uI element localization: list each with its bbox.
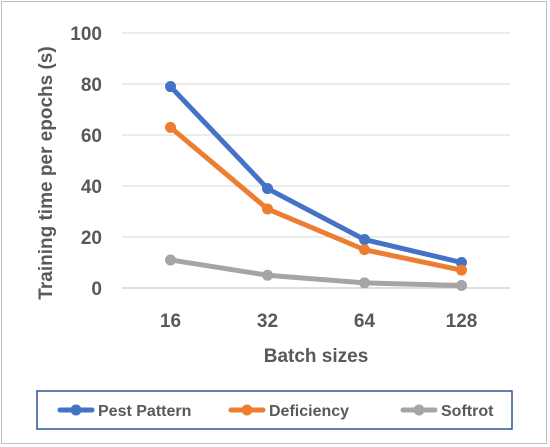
y-tick-label: 40 bbox=[81, 177, 102, 198]
y-axis-title: Training time per epochs (s) bbox=[36, 46, 57, 299]
x-tick-label: 32 bbox=[257, 311, 278, 332]
legend-label: Softrot bbox=[441, 403, 494, 420]
series-deficiency bbox=[165, 121, 467, 276]
data-point bbox=[359, 244, 370, 256]
legend-label: Deficiency bbox=[269, 403, 349, 420]
data-point bbox=[456, 264, 467, 276]
x-axis-title: Batch sizes bbox=[264, 346, 369, 367]
x-tick-label: 16 bbox=[160, 311, 181, 332]
y-tick-label: 100 bbox=[70, 24, 102, 45]
legend-swatch-marker bbox=[70, 404, 82, 416]
series-softrot bbox=[165, 254, 467, 291]
x-tick-label: 64 bbox=[354, 311, 376, 332]
legend-label: Pest Pattern bbox=[98, 403, 191, 420]
legend-item: Deficiency bbox=[228, 403, 349, 420]
series-line bbox=[168, 257, 464, 288]
series-pest-pattern bbox=[165, 81, 467, 268]
data-point bbox=[359, 234, 370, 246]
series-line bbox=[168, 124, 464, 273]
data-point bbox=[359, 277, 370, 289]
data-point bbox=[456, 257, 467, 268]
y-tick-label: 0 bbox=[91, 279, 102, 300]
legend-item: Pest Pattern bbox=[57, 403, 191, 420]
series-line bbox=[168, 84, 464, 265]
x-tick-label: 128 bbox=[446, 311, 478, 332]
data-point bbox=[262, 183, 273, 195]
data-point bbox=[165, 121, 176, 133]
y-tick-label: 60 bbox=[81, 126, 102, 147]
data-point bbox=[456, 279, 467, 291]
gridlines bbox=[122, 32, 510, 289]
x-axis-ticks: 16 32 64 128 bbox=[160, 311, 477, 332]
y-tick-label: 20 bbox=[81, 228, 102, 249]
series-layer bbox=[165, 81, 467, 291]
data-point bbox=[262, 269, 273, 281]
legend-item: Softrot bbox=[400, 403, 494, 420]
data-point bbox=[165, 254, 176, 266]
data-point bbox=[262, 203, 273, 215]
y-tick-label: 80 bbox=[81, 75, 102, 96]
data-point bbox=[165, 81, 176, 93]
legend-swatch-marker bbox=[241, 404, 253, 416]
legend: Pest Pattern Deficiency Softrot bbox=[57, 403, 494, 420]
legend-swatch-marker bbox=[413, 404, 425, 416]
y-axis-ticks: 0 20 40 60 80 100 bbox=[70, 24, 102, 300]
